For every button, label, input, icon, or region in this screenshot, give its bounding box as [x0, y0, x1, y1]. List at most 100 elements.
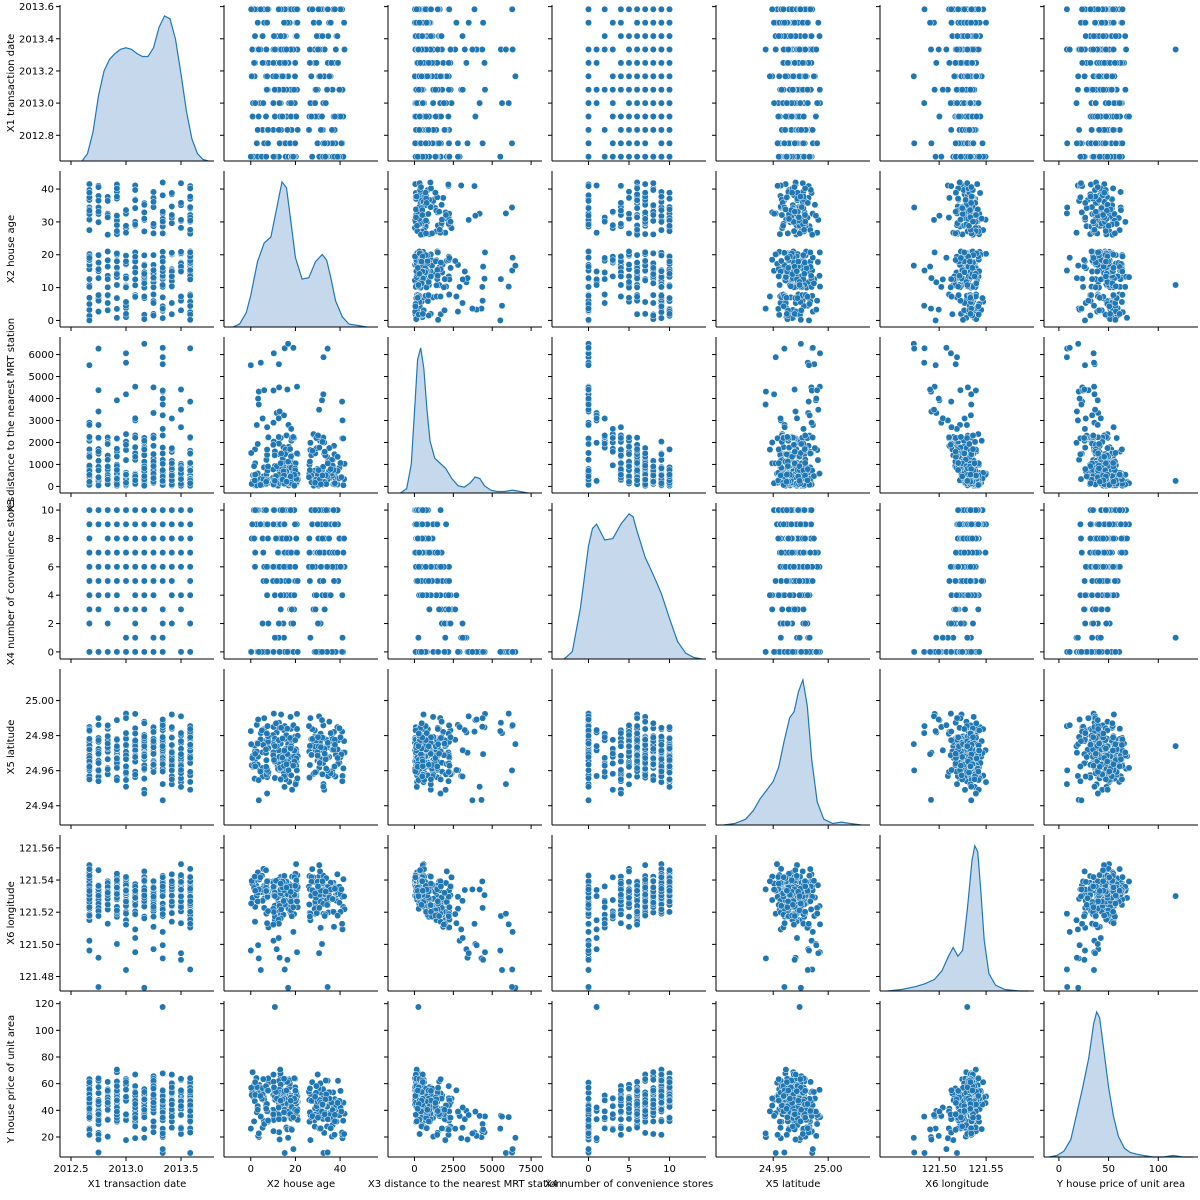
scatter-point	[287, 472, 295, 480]
scatter-point	[601, 153, 609, 161]
scatter-point	[281, 59, 289, 67]
scatter-point	[113, 221, 121, 229]
scatter-point	[601, 5, 609, 13]
scatter-point	[617, 5, 625, 13]
scatter-point	[104, 248, 112, 255]
scatter-point	[318, 396, 326, 404]
scatter-point	[641, 208, 649, 216]
scatter-point	[775, 272, 783, 280]
scatter-point	[260, 386, 268, 394]
scatter-point	[791, 19, 799, 27]
scatter-point	[601, 440, 609, 448]
scatter-point	[609, 153, 617, 161]
scatter-point	[337, 139, 345, 147]
scatter-point	[85, 453, 93, 461]
scatter-point	[641, 59, 649, 67]
scatter-point	[434, 5, 442, 13]
scatter-point	[292, 113, 300, 120]
scatter-point	[150, 299, 157, 307]
scatter-point	[1108, 86, 1116, 94]
scatter-point	[271, 46, 279, 53]
scatter-point	[952, 189, 960, 197]
scatter-point	[609, 99, 617, 107]
scatter-point	[1077, 305, 1085, 313]
scatter-point	[1102, 46, 1110, 53]
scatter-point	[1102, 258, 1110, 266]
scatter-point	[294, 126, 302, 134]
scatter-point	[481, 86, 489, 94]
scatter-point	[159, 444, 167, 452]
scatter-point	[789, 72, 797, 80]
scatter-point	[1105, 302, 1113, 310]
scatter-point	[633, 310, 641, 318]
scatter-point	[950, 72, 958, 80]
scatter-point	[945, 59, 953, 67]
scatter-point	[657, 99, 665, 107]
scatter-point	[1122, 46, 1130, 53]
scatter-point	[1116, 153, 1124, 161]
scatter-point	[122, 359, 130, 367]
scatter-point	[625, 229, 633, 237]
scatter-point	[657, 126, 665, 134]
scatter-point	[140, 482, 148, 490]
scatter-point	[601, 218, 609, 226]
scatter-point	[770, 390, 778, 398]
scatter-point	[277, 459, 285, 467]
scatter-point	[641, 248, 649, 256]
scatter-point	[177, 248, 185, 256]
scatter-point	[339, 416, 346, 424]
scatter-point	[964, 72, 972, 80]
scatter-point	[625, 434, 633, 441]
scatter-point	[104, 306, 112, 314]
scatter-point	[423, 199, 431, 207]
scatter-point	[254, 395, 262, 403]
scatter-point	[585, 212, 592, 220]
scatter-point	[257, 5, 265, 13]
scatter-point	[1096, 294, 1104, 302]
scatter-point	[427, 5, 435, 13]
scatter-point	[95, 274, 102, 282]
scatter-point	[447, 46, 454, 53]
scatter-point	[85, 361, 93, 369]
scatter-point	[168, 219, 176, 227]
scatter-point	[131, 453, 139, 461]
scatter-point	[775, 311, 783, 319]
scatter-point	[816, 248, 824, 256]
scatter-point	[785, 215, 793, 223]
scatter-point	[159, 360, 167, 368]
scatter-point	[657, 5, 665, 13]
scatter-point	[431, 189, 439, 197]
scatter-point	[276, 139, 284, 147]
scatter-point	[113, 452, 121, 460]
scatter-point	[341, 46, 348, 53]
scatter-point	[641, 462, 649, 470]
scatter-point	[920, 99, 928, 107]
scatter-point	[666, 113, 673, 120]
scatter-point	[609, 461, 617, 469]
scatter-point	[649, 472, 657, 479]
scatter-point	[814, 456, 822, 464]
scatter-point	[816, 349, 824, 357]
scatter-point	[801, 218, 809, 226]
scatter-point	[617, 113, 625, 120]
scatter-point	[975, 153, 983, 161]
scatter-point	[177, 306, 185, 314]
scatter-point	[617, 281, 625, 289]
scatter-point	[435, 139, 443, 147]
scatter-point	[633, 113, 641, 120]
scatter-point	[1074, 262, 1082, 270]
scatter-point	[657, 283, 665, 291]
scatter-point	[910, 204, 918, 211]
scatter-point	[1172, 46, 1180, 53]
scatter-point	[788, 189, 796, 197]
scatter-point	[186, 398, 194, 406]
scatter-point	[816, 272, 823, 280]
scatter-point	[131, 269, 139, 276]
scatter-point	[968, 59, 976, 67]
scatter-point	[159, 208, 167, 216]
scatter-point	[796, 46, 804, 53]
scatter-point	[1087, 291, 1095, 299]
scatter-point	[186, 433, 194, 441]
scatter-point	[413, 193, 421, 201]
scatter-point	[947, 126, 955, 134]
